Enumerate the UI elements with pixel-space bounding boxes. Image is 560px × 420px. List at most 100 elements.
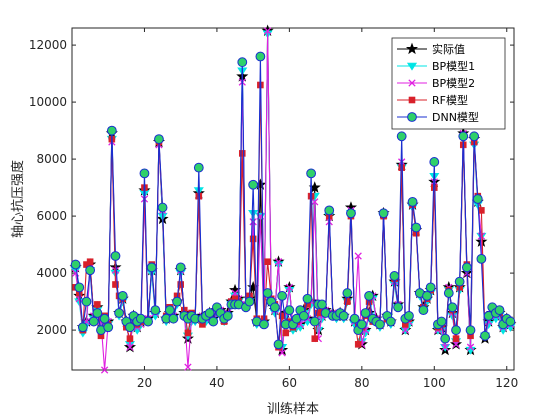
legend-item: BP模型1 (397, 59, 475, 73)
data-point (342, 288, 353, 298)
data-point (164, 305, 175, 316)
data-point (249, 235, 257, 243)
data-point (81, 296, 92, 307)
data-point (411, 222, 422, 233)
data-point (478, 207, 485, 214)
data-point (150, 305, 161, 316)
data-point (480, 330, 490, 341)
data-point (255, 51, 266, 62)
x-axis-ticks: 20 40 60 80 100 120 (137, 28, 518, 390)
data-point (317, 299, 327, 310)
data-point (284, 305, 295, 316)
data-point (264, 258, 271, 265)
data-point (378, 208, 389, 219)
data-point (398, 164, 405, 171)
data-point (285, 283, 294, 292)
data-point (466, 343, 475, 351)
data-point (441, 343, 449, 351)
data-point (112, 281, 119, 288)
data-point (505, 316, 516, 327)
legend-marker (408, 79, 416, 87)
data-point (401, 326, 409, 334)
legend-label: DNN模型 (432, 110, 479, 124)
data-point (298, 310, 309, 321)
data-point (354, 252, 362, 260)
data-point (237, 57, 248, 68)
data-point (282, 329, 290, 337)
data-point (494, 305, 505, 316)
data-point (157, 202, 168, 213)
series-layer (69, 24, 517, 374)
data-point (126, 335, 134, 342)
y-tick-label: 8000 (36, 152, 67, 166)
data-point (222, 310, 233, 321)
x-tick-label: 40 (209, 376, 224, 390)
data-point (249, 218, 257, 226)
data-point (117, 291, 128, 301)
data-point (472, 194, 483, 204)
legend-marker (408, 96, 416, 104)
data-point (99, 313, 110, 324)
data-point (346, 208, 356, 219)
data-point (302, 293, 313, 304)
data-point (143, 316, 153, 327)
data-point (244, 296, 255, 307)
data-point (259, 319, 269, 330)
y-tick-label: 4000 (36, 266, 67, 280)
legend-label: BP模型2 (432, 76, 475, 90)
legend: 实际值 BP模型1 BP模型2 RF模型 DNN模型 (391, 37, 506, 130)
data-point (74, 282, 85, 293)
x-tick-label: 80 (354, 376, 369, 390)
data-point (407, 196, 418, 207)
data-point (274, 258, 283, 266)
data-point (349, 313, 360, 324)
data-point (103, 322, 114, 333)
data-point (262, 288, 273, 298)
y-tick-label: 10000 (29, 95, 67, 109)
data-point (324, 205, 335, 216)
data-point (146, 262, 157, 273)
data-point (447, 302, 458, 313)
y-axis-label: 轴心抗压强度 (10, 160, 26, 238)
data-point (338, 310, 349, 321)
data-point (126, 343, 134, 351)
data-point (443, 288, 454, 298)
x-tick-label: 120 (495, 376, 518, 390)
data-point (125, 322, 135, 333)
data-point (75, 295, 83, 303)
data-point (204, 308, 215, 318)
data-point (454, 276, 465, 287)
data-point (418, 305, 429, 316)
legend-marker (407, 112, 417, 122)
legend-label: RF模型 (432, 93, 468, 107)
y-axis-ticks: 2000 4000 6000 8000 10000 12000 (29, 38, 514, 337)
data-point (168, 313, 179, 324)
data-point (110, 251, 121, 261)
legend-marker (406, 62, 418, 71)
legend-item: 实际值 (397, 42, 465, 56)
data-point (86, 258, 94, 265)
data-point (465, 325, 476, 336)
data-point (100, 366, 109, 374)
data-point (354, 341, 362, 348)
data-point (452, 340, 460, 349)
data-point (263, 27, 272, 35)
data-point (154, 134, 164, 145)
data-point (208, 316, 219, 327)
x-axis-label: 训练样本 (267, 402, 319, 417)
data-point (311, 198, 319, 206)
data-point (238, 150, 246, 157)
legend-label: BP模型1 (432, 59, 475, 73)
data-point (184, 329, 192, 337)
legend-label: 实际值 (432, 42, 465, 56)
data-point (469, 131, 480, 142)
data-point (429, 157, 440, 167)
data-point (422, 291, 432, 301)
data-point (440, 333, 451, 344)
data-point (175, 262, 186, 273)
series-5 (70, 51, 516, 350)
data-point (248, 179, 259, 190)
data-point (375, 319, 385, 330)
x-tick-label: 60 (282, 376, 297, 390)
data-point (269, 302, 280, 313)
